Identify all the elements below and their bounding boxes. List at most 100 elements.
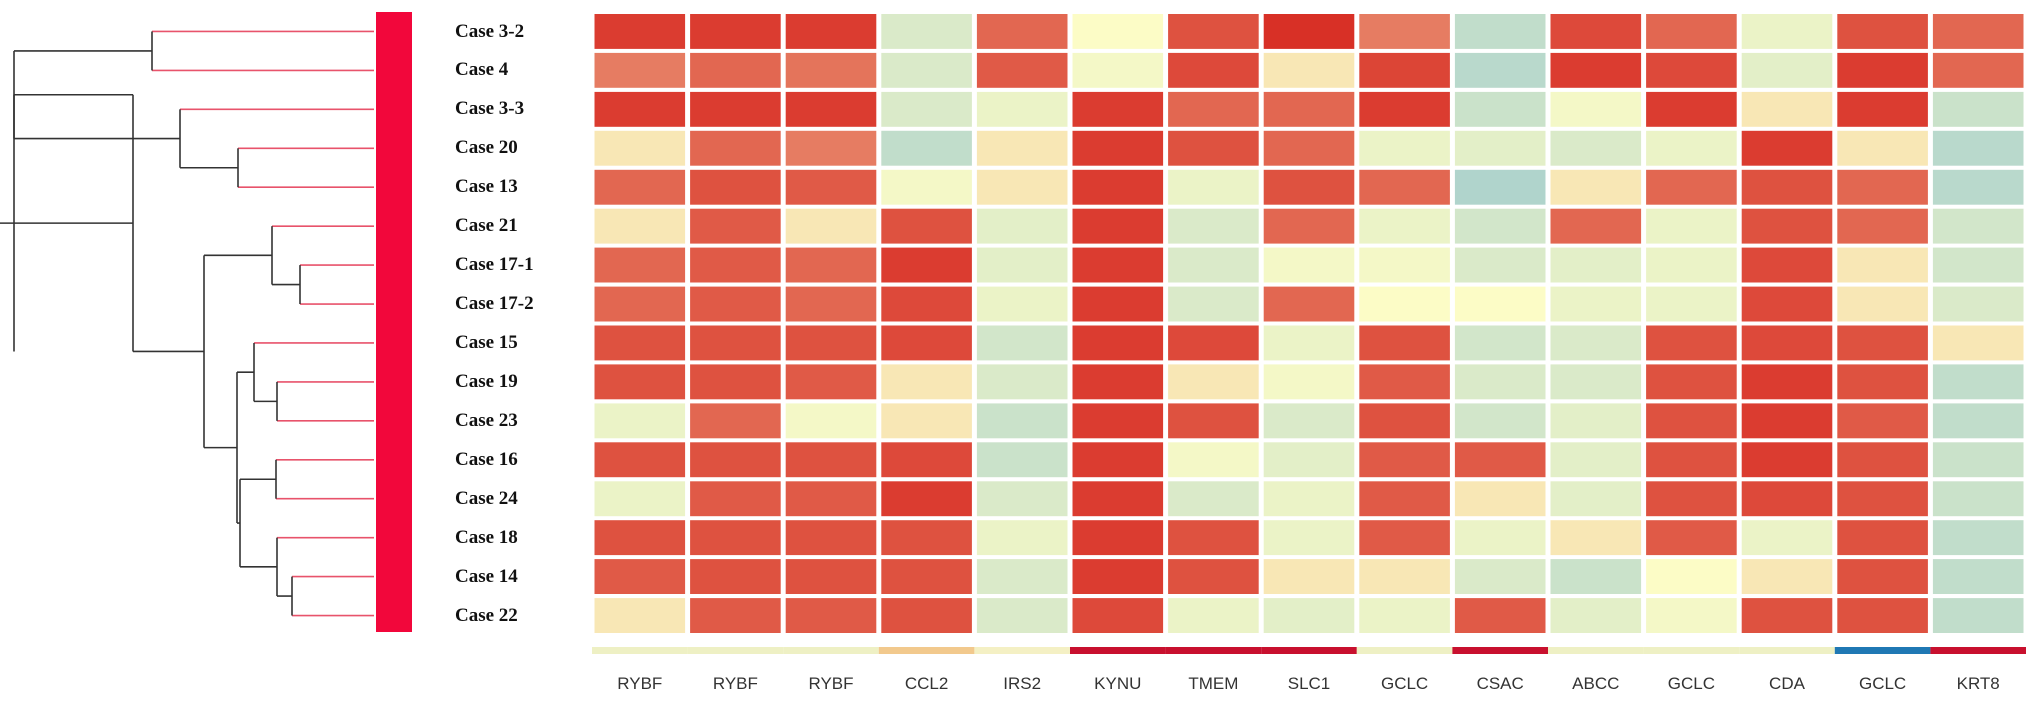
column-group-strip [783,647,879,654]
row-label: Case 19 [455,370,518,392]
heatmap-cell [785,364,877,400]
heatmap-cell [1072,403,1164,439]
heatmap-cell [594,247,686,283]
heatmap-cell [1454,325,1546,361]
heatmap-cell [690,364,781,400]
heatmap-cell [594,442,686,478]
heatmap-cell [1837,52,1928,88]
heatmap-cell [785,247,877,283]
heatmap-cell [976,208,1068,244]
heatmap-cell [785,559,877,594]
heatmap-cell [594,520,686,556]
heatmap-cell [1454,91,1546,127]
heatmap-cell [1550,598,1642,633]
heatmap-cell [1837,481,1928,517]
heatmap-cell [594,403,686,439]
heatmap-cell [1932,442,2024,478]
heatmap-cell [1646,286,1737,322]
heatmap-cell [1646,442,1737,478]
heatmap-cell [1741,598,1833,633]
heatmap-cell [1646,598,1737,633]
heatmap-cell [1932,91,2024,127]
heatmap-cell [785,130,877,166]
heatmap-cell [1932,403,2024,439]
heatmap-cell [1837,91,1928,127]
heatmap-cell [1359,14,1450,49]
row-dendrogram [0,30,374,617]
heatmap-cell [976,325,1068,361]
column-label: SLC1 [1287,674,1331,693]
heatmap-cell [1550,442,1642,478]
heatmap-cell [1837,559,1928,594]
heatmap-cell [1072,286,1164,322]
column-label: GCLC [1858,674,1907,693]
heatmap-cell [1741,364,1833,400]
heatmap-cell [1932,14,2024,49]
column-group-strip [1548,647,1644,654]
heatmap-cell [1454,559,1546,594]
heatmap-cell [1837,403,1928,439]
heatmap-cell [881,52,972,88]
heatmap-cell [976,598,1068,633]
column-label: RYBF [617,674,663,693]
heatmap-cell [1741,559,1833,594]
column-group-strip [1834,647,1931,654]
heatmap-cell [1741,14,1833,49]
heatmap-cell [1932,481,2024,517]
heatmap-cell [1168,130,1259,166]
heatmap-cell [1263,325,1355,361]
heatmap-cell [1072,14,1164,49]
heatmap-cell [1550,91,1642,127]
column-label: KRT8 [1956,674,2000,693]
heatmap-cell [1741,130,1833,166]
heatmap-cell [881,403,972,439]
heatmap-cell [1263,52,1355,88]
heatmap-cell [1263,169,1355,205]
heatmap-cell [1072,91,1164,127]
heatmap-cell [1168,481,1259,517]
heatmap-cell [1359,403,1450,439]
heatmap-cell [1550,364,1642,400]
heatmap-cell [785,325,877,361]
heatmap-cell [976,286,1068,322]
heatmap-cell [1454,247,1546,283]
row-label: Case 22 [455,604,518,626]
heatmap-cell [1168,14,1259,49]
heatmap-cell [594,325,686,361]
heatmap-cell [1454,286,1546,322]
heatmap-cell [1932,247,2024,283]
heatmap-cell [690,325,781,361]
heatmap-cell [1646,130,1737,166]
heatmap-cell [1072,559,1164,594]
heatmap-cell [785,169,877,205]
heatmap-cell [976,130,1068,166]
heatmap-cell [1550,403,1642,439]
column-label: GCLC [1380,674,1429,693]
heatmap-cell [1932,520,2024,556]
heatmap-cell [1359,130,1450,166]
heatmap-cell [1263,130,1355,166]
column-label: ABCC [1572,674,1620,693]
heatmap-cell [881,559,972,594]
heatmap-cell [785,403,877,439]
heatmap-cell [1741,247,1833,283]
heatmap-cell [690,559,781,594]
heatmap-cell [1072,598,1164,633]
heatmap-cell [1072,520,1164,556]
heatmap-cell [1932,286,2024,322]
heatmap-cell [1550,559,1642,594]
column-group-strip [1165,647,1262,654]
heatmap-cell [1932,52,2024,88]
heatmap-cell [1454,403,1546,439]
heatmap-cell [1263,208,1355,244]
row-label: Case 17-2 [455,293,534,314]
heatmap-cell [1646,14,1737,49]
heatmap-cell [1550,14,1642,49]
heatmap-cell [690,14,781,49]
heatmap-cell [1454,520,1546,556]
heatmap-cell [1550,286,1642,322]
heatmap-cell [1072,247,1164,283]
row-label: Case 14 [455,565,518,587]
column-group-strip [878,647,975,654]
heatmap-cell [1741,442,1833,478]
